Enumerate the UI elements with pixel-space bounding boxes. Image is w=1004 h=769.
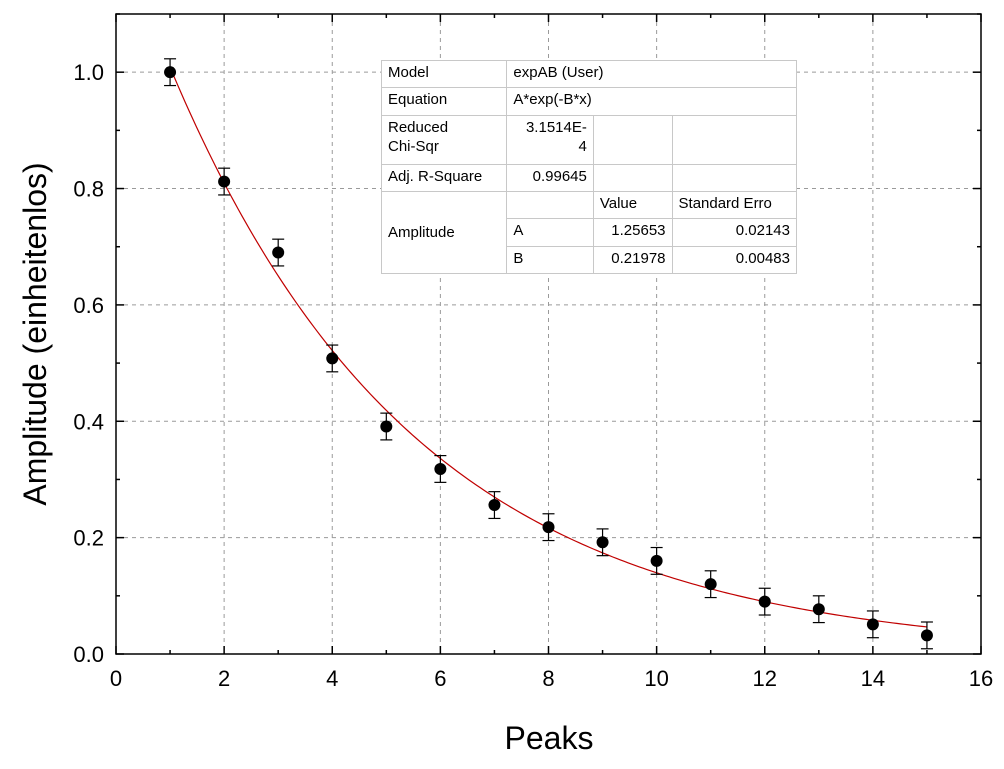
col-header-stderr: Standard Erro [671,190,798,220]
table-row: Model expAB (User) [380,59,797,89]
x-tick-label: 14 [861,666,885,691]
table-row: Adj. R-Square 0.99645 [380,163,798,192]
data-point [596,536,609,549]
empty-cell [671,163,798,192]
data-point [380,420,393,433]
model-value: expAB (User) [506,59,797,89]
y-tick-label: 0.8 [73,177,104,202]
param-value: 1.25653 [592,218,673,247]
group-label: Amplitude [380,190,508,275]
axes [115,13,982,655]
table-row: Amplitude Value Standard Erro [380,190,798,275]
x-tick-label: 2 [218,666,230,691]
tick-labels: 0 2 4 6 8 10 12 14 16 0.0 0.2 0.4 0.6 0.8 1.0 [73,60,993,691]
param-stderr: 0.02143 [671,218,798,247]
param-name: A [506,218,594,247]
x-tick-label: 8 [542,666,554,691]
y-tick-label: 0.0 [73,642,104,667]
data-point [218,175,231,188]
param-stderr: 0.00483 [671,245,798,275]
fit-results-table: Model expAB (User) Equation A*exp(-B*x) … [380,59,798,275]
y-tick-label: 1.0 [73,60,104,85]
data-point [272,246,285,259]
data-point [812,603,825,616]
empty-cell [592,163,673,192]
x-tick-label: 12 [753,666,777,691]
data-point [164,66,177,79]
chisq-value: 3.1514E- 4 [506,114,594,165]
table-row: Reduced Chi-Sqr 3.1514E- 4 [380,114,798,165]
data-point [488,499,501,512]
data-point [866,618,879,631]
chisq-value-line1: 3.1514E- [525,118,587,136]
x-tick-label: 4 [326,666,338,691]
data-point [434,462,447,475]
x-axis-title: Peaks [505,720,594,756]
data-point [326,352,339,365]
y-tick-label: 0.4 [73,409,104,434]
chisq-value-line2: 4 [578,137,587,155]
data-point [542,521,555,534]
data-point [920,629,933,642]
x-tick-label: 6 [434,666,446,691]
equation-label: Equation [380,87,508,116]
equation-value: A*exp(-B*x) [506,87,797,116]
adjr2-value: 0.99645 [506,163,594,192]
data-point [758,595,771,608]
param-name: B [506,245,594,275]
chisq-label: Reduced Chi-Sqr [380,114,508,165]
x-tick-label: 0 [110,666,122,691]
x-tick-label: 10 [644,666,668,691]
chisq-label-line1: Reduced [388,118,449,136]
y-axis-title: Amplitude (einheitenlos) [17,162,53,505]
data-point [650,554,663,567]
table-row: B 0.21978 0.00483 [382,245,798,275]
empty-cell [506,190,594,220]
data-point [704,578,717,591]
x-tick-label: 16 [969,666,993,691]
y-tick-label: 0.6 [73,293,104,318]
adjr2-label: Adj. R-Square [380,163,508,192]
col-header-value: Value [592,190,673,220]
param-value: 0.21978 [592,245,673,275]
empty-cell [592,114,673,165]
model-label: Model [380,59,508,89]
empty-cell [671,114,798,165]
y-tick-label: 0.2 [73,526,104,551]
chisq-label-line2: Chi-Sqr [388,137,439,155]
table-row: Equation A*exp(-B*x) [380,87,797,116]
data-points [164,58,933,650]
